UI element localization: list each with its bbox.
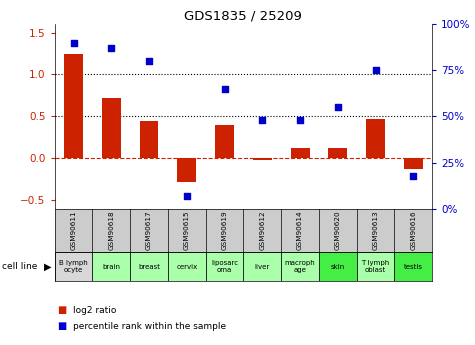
- Text: breast: breast: [138, 264, 160, 269]
- Text: macroph
age: macroph age: [285, 260, 315, 273]
- Text: GSM90614: GSM90614: [297, 210, 303, 250]
- Bar: [328, 148, 347, 158]
- Bar: [64, 53, 83, 158]
- Bar: [357, 252, 394, 281]
- Text: cell line: cell line: [2, 262, 38, 271]
- Point: [183, 193, 190, 199]
- Text: ■: ■: [57, 306, 66, 315]
- Text: log2 ratio: log2 ratio: [73, 306, 116, 315]
- Text: GSM90612: GSM90612: [259, 210, 266, 250]
- Text: GSM90616: GSM90616: [410, 210, 417, 250]
- Point: [296, 117, 304, 123]
- Bar: [291, 148, 310, 158]
- Bar: [253, 158, 272, 160]
- Point: [145, 58, 153, 64]
- Bar: [215, 125, 234, 158]
- Text: ▶: ▶: [44, 262, 52, 271]
- Bar: [168, 252, 206, 281]
- Text: ■: ■: [57, 321, 66, 331]
- Bar: [319, 252, 357, 281]
- Bar: [102, 98, 121, 158]
- Text: GSM90613: GSM90613: [372, 210, 379, 250]
- Text: cervix: cervix: [176, 264, 198, 269]
- Bar: [130, 252, 168, 281]
- Bar: [55, 252, 92, 281]
- Text: GSM90611: GSM90611: [70, 210, 76, 250]
- Text: GSM90620: GSM90620: [335, 210, 341, 250]
- Bar: [404, 158, 423, 169]
- Title: GDS1835 / 25209: GDS1835 / 25209: [184, 10, 303, 23]
- Text: T lymph
oblast: T lymph oblast: [361, 260, 390, 273]
- Point: [258, 117, 266, 123]
- Text: percentile rank within the sample: percentile rank within the sample: [73, 322, 226, 331]
- Point: [409, 173, 417, 178]
- Text: brain: brain: [102, 264, 120, 269]
- Text: testis: testis: [404, 264, 423, 269]
- Text: GSM90619: GSM90619: [221, 210, 228, 250]
- Point: [334, 105, 342, 110]
- Text: liposarc
oma: liposarc oma: [211, 260, 238, 273]
- Text: GSM90618: GSM90618: [108, 210, 114, 250]
- Bar: [395, 252, 432, 281]
- Text: GSM90615: GSM90615: [184, 210, 190, 250]
- Text: liver: liver: [255, 264, 270, 269]
- Bar: [92, 252, 130, 281]
- Bar: [243, 252, 281, 281]
- Point: [372, 68, 380, 73]
- Point: [221, 86, 228, 91]
- Point: [107, 46, 115, 51]
- Bar: [281, 252, 319, 281]
- Text: GSM90617: GSM90617: [146, 210, 152, 250]
- Bar: [177, 158, 196, 182]
- Point: [70, 40, 77, 45]
- Bar: [140, 121, 159, 158]
- Bar: [366, 119, 385, 158]
- Text: skin: skin: [331, 264, 345, 269]
- Text: B lymph
ocyte: B lymph ocyte: [59, 260, 88, 273]
- Bar: [206, 252, 243, 281]
